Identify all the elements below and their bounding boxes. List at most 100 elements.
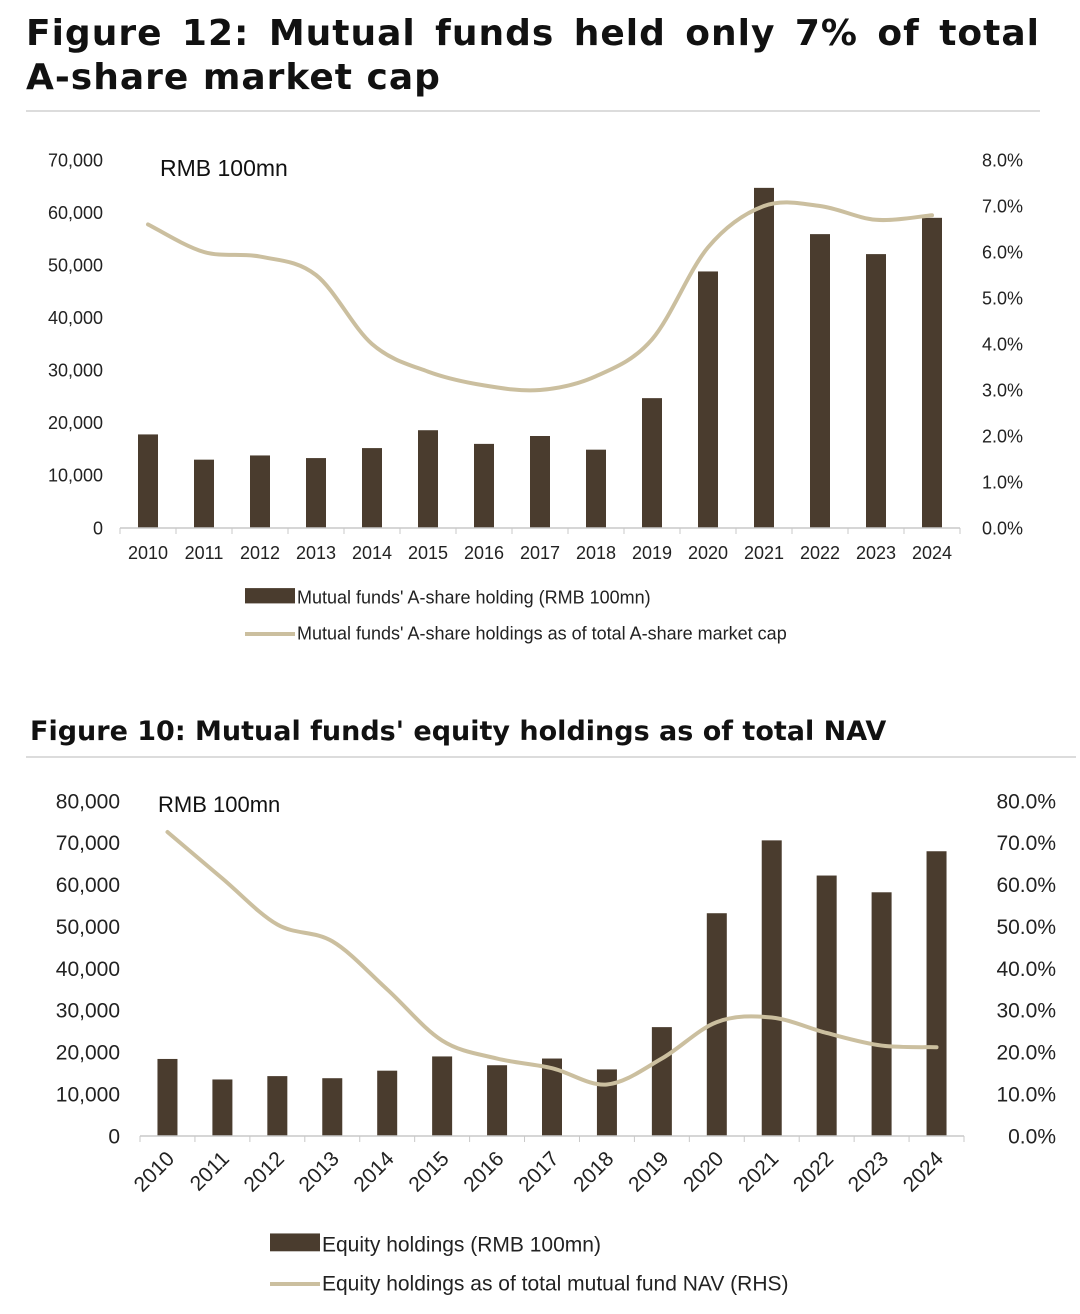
bar-2016 [474, 443, 494, 528]
y-right-tick-label: 2.0% [982, 426, 1023, 446]
line-series [146, 200, 934, 393]
x-tick-label: 2022 [789, 1147, 838, 1196]
x-tick-label: 2012 [240, 543, 280, 563]
y-right-tick-label: 20.0% [996, 1042, 1056, 1065]
x-tick-label: 2022 [800, 543, 840, 563]
bar-2016 [487, 1065, 508, 1136]
figure-10-title: Figure 10: Mutual funds' equity holdings… [30, 716, 887, 747]
bar-2017 [530, 436, 550, 528]
x-tick-label: 2010 [128, 543, 168, 563]
x-tick-label: 2019 [632, 543, 672, 563]
x-tick-label: 2012 [240, 1147, 289, 1196]
x-tick-label: 2013 [295, 1147, 344, 1196]
bar-2020 [706, 913, 727, 1136]
y-left-tick-label: 50,000 [48, 255, 103, 275]
bar-2014 [362, 448, 382, 528]
y-left-tick-label: 70,000 [48, 150, 103, 170]
title-divider [26, 110, 1040, 112]
y-left-tick-label: 20,000 [56, 1042, 120, 1065]
legend-swatch-bar [270, 1233, 320, 1252]
bar-2022 [810, 234, 830, 528]
y-right-tick-label: 4.0% [982, 334, 1023, 354]
y-right-tick-label: 1.0% [982, 472, 1023, 492]
y-right-tick-label: 10.0% [996, 1083, 1056, 1106]
x-tick-label: 2014 [352, 543, 392, 563]
y-left-tick-label: 0 [93, 518, 103, 538]
bar-2014 [377, 1070, 398, 1136]
x-tick-label: 2011 [185, 543, 224, 563]
x-tick-label: 2013 [296, 543, 336, 563]
y-left-tick-label: 40,000 [48, 308, 103, 328]
y-right-tick-label: 7.0% [982, 196, 1023, 216]
y-left-tick-label: 10,000 [56, 1083, 120, 1106]
y-right-tick-label: 0.0% [982, 518, 1023, 538]
x-tick-label: 2016 [464, 543, 504, 563]
y-right-tick-label: 3.0% [982, 380, 1023, 400]
x-tick-label: 2018 [576, 543, 616, 563]
y-left-tick-label: 50,000 [56, 916, 120, 939]
legend-swatch-bar [245, 588, 295, 604]
bar-2019 [642, 398, 662, 528]
bar-2013 [322, 1078, 343, 1136]
x-tick-label: 2015 [408, 543, 448, 563]
x-tick-label: 2014 [349, 1147, 399, 1197]
bar-2018 [596, 1069, 617, 1136]
bar-2011 [194, 459, 214, 528]
x-tick-label: 2010 [130, 1147, 179, 1196]
bar-2023 [866, 254, 886, 529]
bar-2013 [306, 458, 326, 528]
x-tick-label: 2024 [912, 543, 952, 563]
bar-2019 [651, 1027, 672, 1136]
y-left-tick-label: 40,000 [56, 958, 120, 981]
y-left-tick-label: 60,000 [56, 874, 120, 897]
x-tick-label: 2021 [734, 1147, 783, 1196]
bar-2011 [212, 1079, 233, 1136]
x-tick-label: 2024 [899, 1147, 949, 1197]
x-tick-label: 2016 [459, 1147, 508, 1196]
legend-label-line: Mutual funds' A-share holdings as of tot… [297, 623, 787, 643]
unit-label: RMB 100mn [158, 792, 280, 817]
bar-2010 [157, 1058, 178, 1136]
y-right-tick-label: 30.0% [996, 1000, 1056, 1023]
y-right-tick-label: 5.0% [982, 288, 1023, 308]
x-tick-label: 2020 [688, 543, 728, 563]
y-left-tick-label: 10,000 [48, 466, 103, 486]
bar-2020 [698, 271, 718, 528]
bar-2021 [761, 840, 782, 1136]
bar-2012 [267, 1076, 288, 1136]
legend-label-bar: Equity holdings (RMB 100mn) [322, 1233, 601, 1256]
bar-2024 [922, 217, 942, 529]
y-right-tick-label: 6.0% [982, 242, 1023, 262]
y-left-tick-label: 70,000 [56, 832, 120, 855]
bar-2010 [138, 434, 158, 528]
y-right-tick-label: 8.0% [982, 150, 1023, 170]
bar-2015 [432, 1056, 453, 1136]
y-left-tick-label: 80,000 [56, 790, 120, 813]
x-tick-label: 2021 [744, 543, 784, 563]
line-series [165, 829, 939, 1087]
x-tick-label: 2020 [679, 1147, 728, 1196]
bar-2024 [926, 851, 947, 1136]
legend-label-bar: Mutual funds' A-share holding (RMB 100mn… [297, 587, 651, 607]
bar-2022 [816, 875, 837, 1136]
x-tick-label: 2011 [186, 1147, 234, 1195]
x-tick-label: 2015 [404, 1147, 453, 1196]
y-right-tick-label: 80.0% [996, 790, 1056, 813]
bar-2021 [754, 187, 774, 528]
legend-label-line: Equity holdings as of total mutual fund … [322, 1272, 789, 1295]
x-tick-label: 2023 [844, 1147, 893, 1196]
y-left-tick-label: 30,000 [56, 1000, 120, 1023]
x-tick-label: 2017 [520, 543, 560, 563]
y-left-tick-label: 30,000 [48, 361, 103, 381]
bar-2017 [542, 1058, 562, 1136]
bar-2012 [250, 455, 270, 528]
y-right-tick-label: 60.0% [996, 874, 1056, 897]
y-left-tick-label: 60,000 [48, 203, 103, 223]
y-right-tick-label: 0.0% [1008, 1125, 1056, 1148]
y-right-tick-label: 40.0% [996, 958, 1056, 981]
unit-label: RMB 100mn [160, 155, 288, 181]
y-left-tick-label: 0 [108, 1125, 120, 1148]
figure-12-chart: 0 10,000 20,000 30,000 40,000 50,000 60,000 70,… [48, 150, 1023, 643]
title-divider [26, 756, 1076, 758]
